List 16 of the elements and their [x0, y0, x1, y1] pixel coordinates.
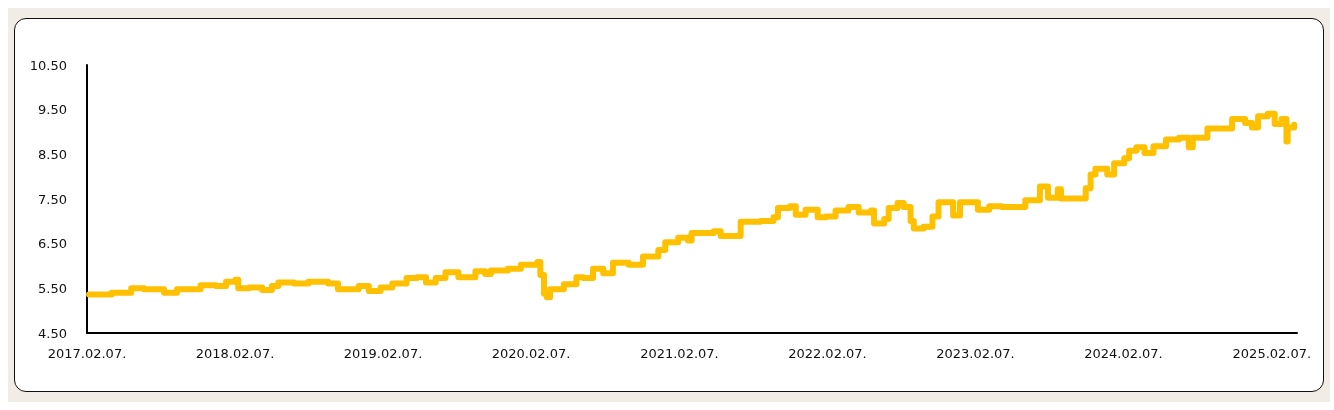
- y-tick-label: 7.50: [38, 191, 67, 207]
- x-tick-label: 2022.02.07.: [788, 346, 867, 361]
- x-tick-label: 2021.02.07.: [640, 346, 719, 361]
- x-tick-label: 2018.02.07.: [195, 346, 275, 361]
- y-tick-label: 9.50: [38, 102, 67, 118]
- x-tick-label: 2020.02.07.: [491, 346, 571, 361]
- y-tick-label: 6.50: [38, 236, 67, 252]
- x-tick-label: 2025.02.07.: [1232, 346, 1312, 361]
- x-tick-label: 2019.02.07.: [343, 346, 423, 361]
- x-tick-label: 2024.02.07.: [1084, 346, 1163, 361]
- y-tick-label: 10.50: [29, 57, 67, 73]
- y-tick-label: 8.50: [38, 146, 67, 162]
- x-tick-label: 2023.02.07.: [936, 346, 1015, 361]
- y-tick-label: 4.50: [38, 325, 67, 341]
- y-tick-label: 5.50: [38, 280, 67, 296]
- x-tick-label: 2017.02.07.: [47, 346, 127, 361]
